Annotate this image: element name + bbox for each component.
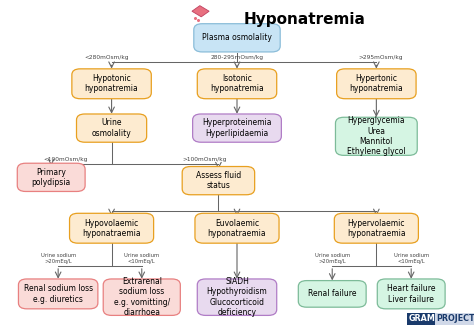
FancyBboxPatch shape: [194, 24, 280, 52]
Text: Urine sodium
<10mEq/L: Urine sodium <10mEq/L: [124, 253, 159, 264]
Text: >295mOsm/kg: >295mOsm/kg: [359, 55, 403, 60]
FancyBboxPatch shape: [182, 166, 255, 195]
FancyBboxPatch shape: [336, 117, 417, 155]
FancyBboxPatch shape: [197, 279, 277, 315]
FancyBboxPatch shape: [103, 279, 180, 315]
Text: Hypovolaemic
hyponatraemia: Hypovolaemic hyponatraemia: [82, 218, 141, 238]
Text: Isotonic
hyponatremia: Isotonic hyponatremia: [210, 74, 264, 93]
FancyBboxPatch shape: [18, 279, 98, 309]
Text: Renal sodium loss
e.g. diuretics: Renal sodium loss e.g. diuretics: [24, 284, 93, 304]
Text: Hypervolaemic
hyponatraemia: Hypervolaemic hyponatraemia: [347, 218, 406, 238]
Polygon shape: [192, 6, 209, 17]
Text: Urine sodium
>20mEq/L: Urine sodium >20mEq/L: [315, 253, 350, 264]
FancyBboxPatch shape: [337, 69, 416, 99]
Text: Hyperglycemia
Urea
Mannitol
Ethylene glycol: Hyperglycemia Urea Mannitol Ethylene gly…: [347, 116, 406, 156]
Text: Heart failure
Liver failure: Heart failure Liver failure: [387, 284, 436, 304]
Text: Renal failure: Renal failure: [308, 289, 356, 298]
Text: SIADH
Hypothyroidism
Glucocorticoid
deficiency: SIADH Hypothyroidism Glucocorticoid defi…: [207, 277, 267, 317]
Text: Hyponatremia: Hyponatremia: [244, 11, 366, 26]
FancyBboxPatch shape: [192, 114, 282, 142]
Text: Hyperproteinemia
Hyperlipidaemia: Hyperproteinemia Hyperlipidaemia: [202, 118, 272, 138]
Text: Plasma osmolality: Plasma osmolality: [202, 33, 272, 42]
Text: >100mOsm/kg: >100mOsm/kg: [182, 157, 227, 162]
Text: Euvolaemic
hyponatraemia: Euvolaemic hyponatraemia: [208, 218, 266, 238]
Text: Extrarenal
sodium loss
e.g. vomitting/
diarrhoea: Extrarenal sodium loss e.g. vomitting/ d…: [114, 277, 170, 317]
FancyBboxPatch shape: [76, 114, 146, 142]
Text: Primary
polydipsia: Primary polydipsia: [32, 168, 71, 187]
FancyBboxPatch shape: [17, 163, 85, 192]
Text: <280mOsm/kg: <280mOsm/kg: [85, 55, 129, 60]
Text: Hypotonic
hyponatremia: Hypotonic hyponatremia: [85, 74, 138, 93]
FancyBboxPatch shape: [334, 213, 419, 243]
FancyBboxPatch shape: [72, 69, 151, 99]
Text: Urine sodium
>20mEq/L: Urine sodium >20mEq/L: [41, 253, 76, 264]
Text: Assess fluid
status: Assess fluid status: [196, 171, 241, 190]
FancyBboxPatch shape: [298, 281, 366, 307]
FancyBboxPatch shape: [195, 213, 279, 243]
FancyBboxPatch shape: [377, 279, 445, 309]
Text: Urine sodium
<10mEq/L: Urine sodium <10mEq/L: [393, 253, 429, 264]
Text: Hypertonic
hyponatremia: Hypertonic hyponatremia: [349, 74, 403, 93]
Text: GRAM: GRAM: [409, 315, 436, 324]
FancyBboxPatch shape: [70, 213, 154, 243]
FancyBboxPatch shape: [197, 69, 277, 99]
Text: Urine
osmolality: Urine osmolality: [91, 118, 131, 138]
Text: 280-295mOsm/kg: 280-295mOsm/kg: [210, 55, 264, 60]
Text: <100mOsm/kg: <100mOsm/kg: [43, 157, 87, 162]
Text: PROJECT: PROJECT: [437, 315, 474, 324]
